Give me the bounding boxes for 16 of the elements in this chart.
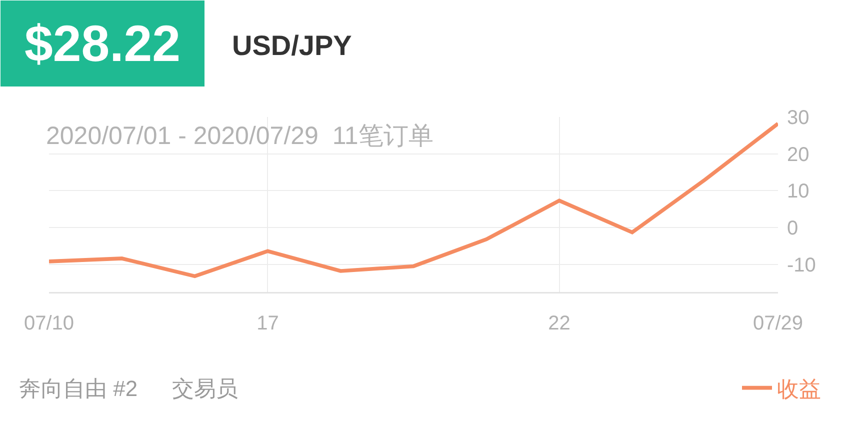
x-tick-label: 07/10 (24, 312, 74, 334)
y-tick-label: 30 (787, 107, 810, 129)
x-tick-label: 17 (256, 312, 279, 334)
text: $28.22 (24, 15, 180, 72)
text: 交易员 (172, 376, 238, 401)
line-series (49, 122, 778, 278)
legend-label: 收益 (777, 376, 821, 402)
y-tick-label: -10 (787, 254, 816, 276)
x-tick-label: 07/29 (752, 312, 804, 334)
y-tick-label: 10 (787, 180, 810, 203)
chart-title: USD/JPY (232, 30, 352, 61)
y-tick-label: 0 (787, 218, 798, 240)
y-tick-label: 20 (787, 144, 810, 166)
chart-subtitle: 2020/07/01 - 2020/07/29 11笔订单 (46, 122, 434, 150)
x-tick-label: 22 (548, 312, 570, 334)
text: 奔向自由 #2 (19, 376, 138, 401)
